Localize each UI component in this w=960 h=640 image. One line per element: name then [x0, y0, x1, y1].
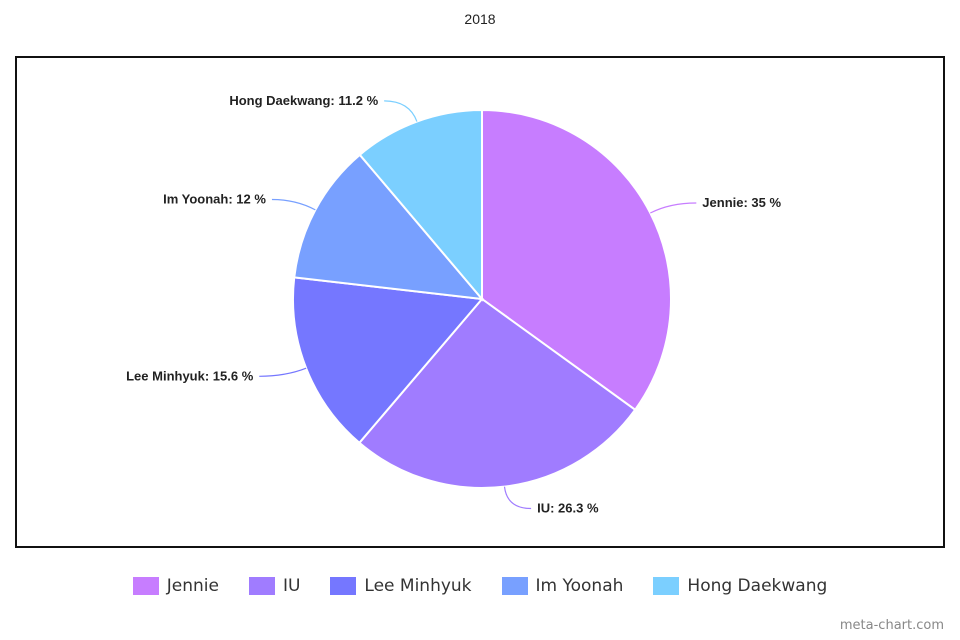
legend-item-lee-minhyuk[interactable]: Lee Minhyuk: [330, 576, 472, 596]
pie-slice-im-yoonah[interactable]: [293, 153, 485, 301]
data-label-hong-daekwang: Hong Daekwang: 11.2 %: [229, 93, 378, 108]
legend-swatch-jennie: [132, 577, 159, 595]
legend-label-hong-daekwang: Hong Daekwang: [687, 576, 828, 596]
legend-label-jennie: Jennie: [166, 576, 219, 596]
legend-item-hong-daekwang[interactable]: Hong Daekwang: [653, 576, 827, 596]
legend: Jennie IU Lee Minhyuk Im Yoonah Hong Daekwan…: [0, 576, 960, 596]
connector-hong-daekwang: [384, 100, 418, 122]
legend-item-jennie[interactable]: Jennie: [132, 576, 219, 596]
pie-slice-jennie[interactable]: [481, 108, 672, 412]
connector-lee-minhyuk: [259, 367, 307, 377]
plot-area: Jennie: 35 % IU: 26.3 % Lee Minhyuk: 15.6 …: [15, 56, 945, 548]
legend-label-im-yoonah: Im Yoonah: [535, 576, 624, 596]
watermark: meta-chart.com: [839, 618, 944, 633]
legend-swatch-lee-minhyuk: [330, 577, 357, 595]
connector-im-yoonah: [271, 198, 316, 211]
pie-slice-lee-minhyuk[interactable]: [292, 276, 484, 445]
legend-swatch-iu: [248, 577, 275, 595]
legend-item-im-yoonah[interactable]: Im Yoonah: [501, 576, 624, 596]
connector-jennie: [650, 202, 697, 214]
legend-item-iu[interactable]: IU: [248, 576, 301, 596]
data-label-im-yoonah: Im Yoonah: 12 %: [163, 191, 266, 206]
legend-label-lee-minhyuk: Lee Minhyuk: [364, 576, 472, 596]
legend-label-iu: IU: [282, 576, 301, 596]
pie-slice-iu[interactable]: [357, 297, 637, 489]
pie-chart: Jennie: 35 % IU: 26.3 % Lee Minhyuk: 15.6 …: [126, 93, 781, 516]
connector-iu: [503, 486, 532, 510]
chart-title: 2018: [464, 11, 496, 27]
data-label-iu: IU: 26.3 %: [537, 501, 599, 516]
legend-swatch-hong-daekwang: [653, 577, 680, 595]
data-label-lee-minhyuk: Lee Minhyuk: 15.6 %: [126, 368, 254, 383]
data-label-jennie: Jennie: 35 %: [702, 195, 781, 210]
legend-swatch-im-yoonah: [501, 577, 528, 595]
